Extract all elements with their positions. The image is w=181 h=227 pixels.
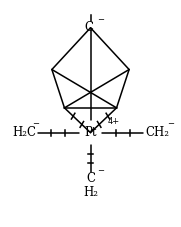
Text: −: −	[167, 120, 174, 129]
Text: H₂C: H₂C	[12, 126, 36, 139]
Text: −: −	[32, 120, 39, 129]
Text: C: C	[84, 21, 93, 34]
Text: CH₂: CH₂	[145, 126, 169, 139]
Text: −: −	[97, 15, 104, 24]
Text: −: −	[97, 167, 104, 175]
Text: C: C	[86, 173, 95, 185]
Text: Pt: Pt	[84, 126, 97, 139]
Text: H₂: H₂	[83, 186, 98, 199]
Text: 4+: 4+	[108, 117, 120, 126]
